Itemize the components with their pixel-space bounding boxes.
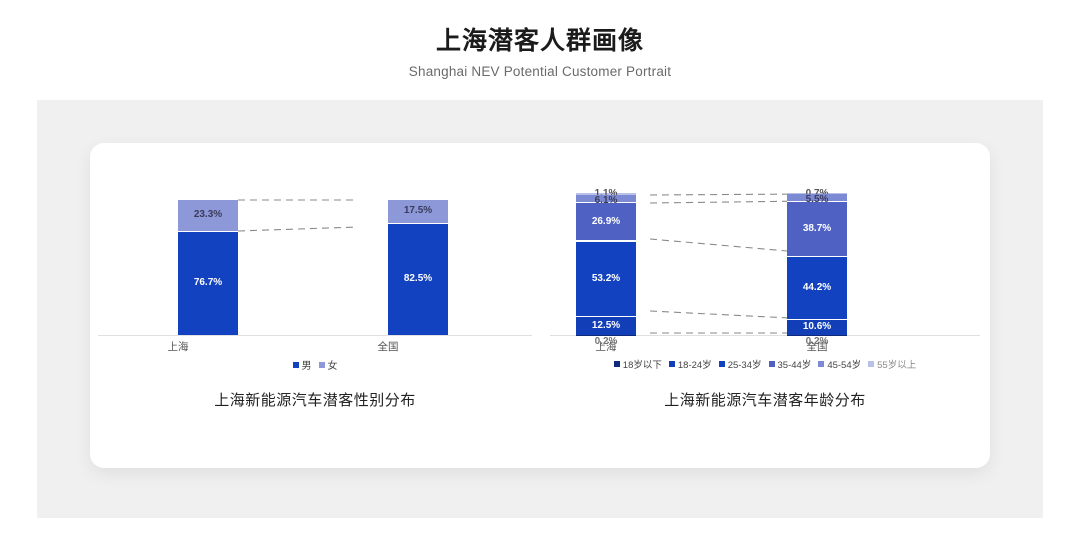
legend-label-35-44: 35-44岁 xyxy=(777,360,812,371)
legend-label-18-24: 18-24岁 xyxy=(677,360,712,371)
age-chart-caption: 上海新能源汽车潜客年龄分布 xyxy=(664,392,866,409)
legend-swatch-icon-female xyxy=(318,361,325,368)
header: 上海潜客人群画像 Shanghai NEV Potential Customer… xyxy=(0,0,1080,79)
legend-label-55plus: 55岁以上 xyxy=(877,360,917,371)
age-segment-national-25-34[interactable]: 44.2% xyxy=(787,256,847,320)
page-subtitle: Shanghai NEV Potential Customer Portrait xyxy=(408,64,672,79)
age-segment-shanghai-25-34[interactable]: 53.2% xyxy=(576,241,636,317)
legend-swatch-icon-45-54 xyxy=(818,361,825,367)
legend-item-18under[interactable]: 18岁以下 xyxy=(613,357,662,371)
age-segment-shanghai-55plus[interactable]: 1.1% xyxy=(576,189,636,199)
age-segment-national-18-24[interactable]: 10.6% xyxy=(787,319,847,335)
gender-segment-national-male[interactable]: 82.5% xyxy=(388,223,448,335)
age-bar-shanghai[interactable]: 1.1% 6.1% 26.9% 53.2% 12.5% 0. xyxy=(576,189,636,346)
legend-label-female: 女 xyxy=(327,361,338,372)
gender-legend: 男 女 xyxy=(90,357,540,372)
gender-segment-shanghai-female[interactable]: 23.3% xyxy=(178,200,238,232)
age-segment-national-45-54[interactable]: 5.5% xyxy=(787,194,847,205)
age-segment-shanghai-18-24[interactable]: 12.5% xyxy=(576,317,636,335)
legend-swatch-icon-55plus xyxy=(868,361,875,367)
legend-item-45-54[interactable]: 45-54岁 xyxy=(818,357,861,371)
age-plot-area: 1.1% 6.1% 26.9% 53.2% 12.5% 0. xyxy=(540,143,990,363)
age-axis-line xyxy=(550,335,980,336)
gender-axis-line xyxy=(98,335,532,336)
legend-label-45-54: 45-54岁 xyxy=(827,360,862,371)
age-category-label-shanghai: 上海 xyxy=(595,341,617,353)
gender-bar-national[interactable]: 17.5% 82.5% xyxy=(388,200,448,335)
legend-swatch-icon-35-44 xyxy=(768,361,775,367)
gender-plot-area: 23.3% 76.7% 上海 17.5% 82.5% 全国 xyxy=(90,143,540,363)
legend-label-male: 男 xyxy=(301,361,312,372)
age-segment-shanghai-35-44[interactable]: 26.9% xyxy=(576,203,636,242)
chart-gender-distribution: 23.3% 76.7% 上海 17.5% 82.5% 全国 xyxy=(90,143,540,468)
legend-label-18under: 18岁以下 xyxy=(622,360,662,371)
age-category-label-national: 全国 xyxy=(806,341,828,353)
legend-item-male[interactable]: 男 xyxy=(292,357,312,372)
legend-label-25-34: 25-34岁 xyxy=(727,360,762,371)
gender-segment-shanghai-male[interactable]: 76.7% xyxy=(178,231,238,335)
legend-item-female[interactable]: 女 xyxy=(318,357,338,372)
legend-item-55plus[interactable]: 55岁以上 xyxy=(868,357,916,371)
legend-swatch-icon-18under xyxy=(613,361,620,367)
legend-item-25-34[interactable]: 25-34岁 xyxy=(718,357,762,371)
gender-connector-lines xyxy=(237,199,359,232)
gender-bar-shanghai[interactable]: 23.3% 76.7% xyxy=(178,200,238,335)
gender-category-label-national: 全国 xyxy=(377,341,399,353)
charts-card: 23.3% 76.7% 上海 17.5% 82.5% 全国 xyxy=(90,143,990,468)
legend-item-18-24[interactable]: 18-24岁 xyxy=(668,357,712,371)
legend-swatch-icon-male xyxy=(292,361,299,368)
legend-swatch-icon-25-34 xyxy=(718,361,725,367)
gender-category-label-shanghai: 上海 xyxy=(167,341,189,353)
page-title: 上海潜客人群画像 xyxy=(435,27,644,55)
age-legend: 18岁以下 18-24岁 25-34岁 35-44岁 45-54岁 xyxy=(540,357,990,371)
age-segment-national-55plus[interactable]: 0.7% xyxy=(787,189,847,199)
legend-swatch-icon-18-24 xyxy=(668,361,675,367)
legend-item-35-44[interactable]: 35-44岁 xyxy=(768,357,812,371)
age-bar-national[interactable]: 0.7% 5.5% 38.7% 44.2% 10.6% 0. xyxy=(787,189,847,346)
age-segment-shanghai-45-54[interactable]: 6.1% xyxy=(576,194,636,205)
age-segment-national-35-44[interactable]: 38.7% xyxy=(787,201,847,257)
gender-segment-national-female[interactable]: 17.5% xyxy=(388,200,448,224)
chart-age-distribution: 1.1% 6.1% 26.9% 53.2% 12.5% 0. xyxy=(540,143,990,468)
gender-chart-caption: 上海新能源汽车潜客性别分布 xyxy=(214,392,416,409)
